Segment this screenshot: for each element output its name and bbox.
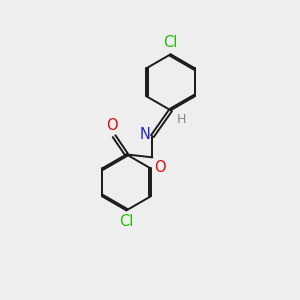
Text: H: H [177,113,187,126]
Text: O: O [154,160,166,175]
Text: N: N [140,127,151,142]
Text: O: O [106,118,118,133]
Text: Cl: Cl [119,214,134,229]
Text: Cl: Cl [164,35,178,50]
